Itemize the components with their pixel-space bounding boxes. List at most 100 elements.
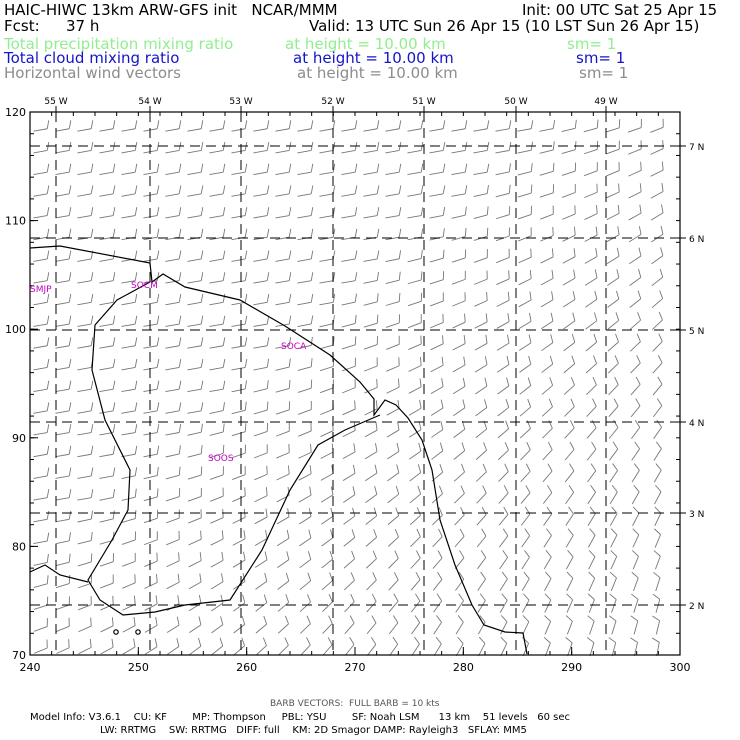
wind-barb — [565, 485, 575, 505]
wind-barb — [544, 593, 552, 613]
wind-barb — [165, 250, 182, 262]
wind-barb — [495, 163, 511, 176]
border-guyana-suriname — [87, 281, 381, 616]
wind-barb — [143, 358, 160, 371]
wind-barb — [454, 507, 465, 526]
wind-barb — [431, 464, 444, 482]
wind-barb — [165, 380, 182, 393]
wind-barb — [386, 421, 400, 438]
wind-barb — [632, 506, 640, 526]
wind-barb — [121, 510, 137, 523]
wind-barb — [276, 465, 290, 481]
wind-barb — [451, 206, 467, 219]
wind-barb — [231, 272, 248, 284]
wind-barb — [499, 593, 508, 613]
wind-barb — [499, 571, 508, 591]
wind-barb — [631, 484, 640, 505]
wind-barb — [631, 441, 640, 461]
wind-barb — [587, 484, 596, 505]
wind-barb — [652, 615, 660, 635]
wind-barb — [121, 207, 138, 219]
wind-barb — [165, 445, 181, 458]
wind-barb — [341, 314, 357, 328]
wind-barb — [231, 163, 248, 176]
wind-barb — [566, 571, 574, 592]
wind-barb — [386, 357, 400, 372]
wind-barb — [297, 272, 314, 284]
wind-barb — [519, 334, 532, 351]
wind-barb — [517, 141, 534, 154]
lat-lon-grid — [30, 112, 680, 655]
wind-barb — [341, 357, 356, 372]
wind-barb — [143, 185, 160, 197]
wind-barb — [499, 550, 508, 570]
wind-barb — [209, 315, 226, 327]
wind-barb — [495, 120, 512, 132]
wind-barb — [100, 638, 114, 655]
wind-barb — [297, 141, 314, 154]
wind-barb — [99, 488, 116, 501]
wind-barb — [255, 594, 268, 612]
wind-barb — [653, 463, 662, 483]
wind-barb — [165, 315, 182, 327]
wind-barb — [100, 574, 114, 589]
forecast-hours: 37 h — [66, 17, 100, 35]
wind-barb — [365, 486, 378, 503]
wind-barb — [254, 508, 268, 525]
wind-barb — [187, 487, 202, 502]
wind-barb — [121, 358, 138, 371]
wind-barb — [473, 141, 490, 154]
wind-barb — [586, 441, 597, 461]
wind-barb — [562, 269, 576, 286]
wind-barb — [653, 550, 661, 570]
wind-barb — [55, 120, 72, 132]
wind-barb — [498, 506, 509, 526]
wind-barb — [276, 529, 290, 547]
wind-barb — [651, 637, 660, 657]
wind-barb — [431, 421, 444, 438]
wind-barb — [77, 467, 94, 479]
wind-barb — [385, 120, 402, 132]
wind-barb — [77, 358, 94, 371]
wind-barb — [143, 250, 160, 262]
wind-barb — [231, 444, 246, 459]
wind-barb — [55, 445, 72, 458]
y-tick-label: 70 — [12, 649, 26, 662]
wind-barb — [495, 141, 512, 154]
wind-barb — [584, 269, 598, 286]
wind-barb — [583, 162, 598, 177]
wind-barb — [429, 185, 446, 197]
wind-barb — [276, 444, 290, 459]
wind-barb — [144, 552, 158, 567]
wind-barb — [628, 161, 642, 177]
wind-barb — [55, 293, 72, 306]
wind-barb — [319, 120, 336, 132]
wind-barb — [144, 595, 158, 611]
wind-barb — [342, 400, 356, 416]
wind-barb — [121, 293, 138, 306]
wind-barb — [389, 636, 399, 656]
wind-barb — [520, 441, 531, 461]
wind-barb — [34, 639, 48, 654]
x-tick-label: 300 — [670, 661, 691, 674]
lon-label: 55 W — [44, 97, 67, 107]
wind-barb — [77, 120, 94, 132]
wind-barb — [650, 161, 664, 177]
wind-barb — [385, 141, 402, 154]
y-tick-label: 100 — [5, 323, 26, 336]
wind-barb — [322, 593, 333, 613]
wind-barb — [539, 120, 556, 132]
wind-barb — [297, 250, 314, 262]
wind-barb — [322, 637, 333, 656]
wind-barb — [387, 485, 400, 504]
wind-barb — [453, 463, 465, 482]
wind-barb — [33, 163, 50, 176]
wind-barb — [473, 185, 489, 198]
wind-barb — [165, 466, 181, 480]
wind-barb — [275, 185, 292, 197]
wind-barb — [209, 402, 225, 414]
wind-barb — [187, 402, 204, 414]
wind-barb — [77, 163, 94, 176]
wind-barb — [209, 293, 226, 306]
wind-barb — [653, 571, 661, 592]
